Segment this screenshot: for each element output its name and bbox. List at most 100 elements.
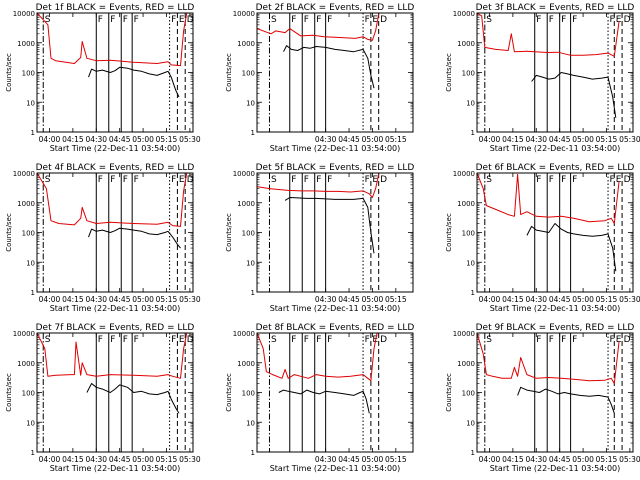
series-line-lld: [37, 13, 188, 67]
x-tick-label: 05:30: [179, 295, 201, 304]
y-tick-label: 10000: [233, 170, 255, 178]
series-line-events: [517, 386, 615, 414]
marker-label-D: D: [187, 335, 194, 345]
x-tick-label: 05:30: [619, 455, 640, 464]
panel-det-4f: Det 4f BLACK = Events, RED = LLD 1 10 100 10…: [5, 163, 201, 313]
marker-label-F: F: [316, 335, 321, 345]
x-tick-label: 04:00: [39, 455, 61, 464]
y-tick-label: 10000: [233, 10, 255, 18]
y-tick-label: 1: [251, 129, 255, 137]
series-line-events: [278, 389, 370, 414]
panel-title: Det 9f BLACK = Events, RED = LLD: [476, 323, 635, 333]
panel-title: Det 2f BLACK = Events, RED = LLD: [256, 3, 415, 13]
marker-label-E: E: [179, 335, 185, 345]
y-tick-label: 10000: [13, 170, 35, 178]
x-axis-label: Start Time (22-Dec-11 03:54:00): [490, 144, 621, 153]
marker-label-F: F: [171, 335, 176, 345]
marker-label-F: F: [549, 175, 554, 185]
y-tick-label: 10: [466, 419, 475, 427]
panel-title: Det 8f BLACK = Events, RED = LLD: [256, 323, 415, 333]
y-tick-label: 1000: [457, 40, 475, 48]
marker-label-F: F: [291, 175, 296, 185]
x-axis-label: Start Time (22-Dec-11 03:54:00): [50, 144, 181, 153]
marker-label-F: F: [561, 175, 566, 185]
marker-label-F: F: [610, 15, 615, 25]
panel-frame: [36, 332, 194, 453]
marker-label-F: F: [98, 15, 103, 25]
y-axis-label: Counts/sec: [445, 213, 453, 252]
x-tick-label: 04:30: [315, 295, 337, 304]
y-tick-label: 1: [31, 289, 35, 297]
x-axis-label: Start Time (22-Dec-11 03:54:00): [490, 464, 621, 473]
marker-label-F: F: [549, 335, 554, 345]
y-axis-label: Counts/sec: [5, 373, 13, 412]
marker-label-F: F: [327, 335, 332, 345]
series-line-lld: [257, 333, 378, 382]
y-tick-label: 10: [466, 259, 475, 267]
marker-label-D: D: [380, 15, 387, 25]
x-tick-label: 04:30: [315, 135, 337, 144]
marker-label-F: F: [572, 15, 577, 25]
x-tick-label: 05:15: [385, 295, 407, 304]
x-tick-label: 04:45: [549, 455, 571, 464]
y-tick-label: 100: [242, 390, 255, 398]
panel-frame: [36, 12, 194, 133]
x-axis-label: Start Time (22-Dec-11 03:54:00): [270, 304, 401, 313]
marker-label-F: F: [572, 175, 577, 185]
marker-label-D: D: [187, 175, 194, 185]
y-tick-label: 100: [462, 70, 475, 78]
marker-label-F: F: [98, 335, 103, 345]
x-tick-label: 04:30: [315, 455, 337, 464]
x-tick-label: 05:15: [596, 295, 618, 304]
x-axis-label: Start Time (22-Dec-11 03:54:00): [270, 464, 401, 473]
series-line-events: [88, 66, 180, 98]
marker-label-D: D: [624, 335, 631, 345]
x-tick-label: 05:00: [572, 135, 594, 144]
y-tick-label: 10: [246, 259, 255, 267]
y-tick-label: 100: [462, 230, 475, 238]
marker-label-S: S: [486, 15, 492, 25]
y-tick-label: 1: [31, 129, 35, 137]
x-tick-label: 04:30: [85, 135, 107, 144]
series-line-events: [86, 383, 180, 414]
y-tick-label: 1000: [237, 200, 255, 208]
panel-frame: [256, 12, 414, 133]
x-tick-label: 05:15: [385, 135, 407, 144]
x-tick-label: 04:15: [502, 455, 524, 464]
marker-label-F: F: [123, 15, 128, 25]
marker-label-S: S: [45, 175, 51, 185]
x-tick-label: 05:30: [619, 295, 640, 304]
marker-label-E: E: [372, 175, 378, 185]
y-tick-label: 10: [246, 419, 255, 427]
x-tick-label: 05:15: [596, 135, 618, 144]
marker-label-D: D: [380, 335, 387, 345]
x-tick-label: 04:15: [62, 135, 84, 144]
panel-title: Det 1f BLACK = Events, RED = LLD: [36, 3, 195, 13]
marker-label-S: S: [271, 335, 277, 345]
panel-det-9f: Det 9f BLACK = Events, RED = LLD 1 10 100 10…: [445, 323, 640, 473]
panel-det-5f: Det 5f BLACK = Events, RED = LLD 1 10 100 10…: [225, 163, 414, 313]
y-tick-label: 10000: [453, 10, 475, 18]
marker-label-F: F: [561, 15, 566, 25]
series-line-events: [283, 45, 375, 89]
marker-label-F: F: [291, 15, 296, 25]
x-tick-label: 04:15: [502, 135, 524, 144]
marker-label-F: F: [549, 15, 554, 25]
marker-label-F: F: [171, 175, 176, 185]
x-tick-label: 05:30: [179, 455, 201, 464]
x-axis-label: Start Time (22-Dec-11 03:54:00): [50, 304, 181, 313]
marker-label-F: F: [123, 335, 128, 345]
y-tick-label: 1000: [17, 360, 35, 368]
y-tick-label: 1: [251, 449, 255, 457]
marker-label-E: E: [179, 175, 185, 185]
x-tick-label: 04:30: [525, 455, 547, 464]
marker-label-F: F: [110, 15, 115, 25]
marker-label-F: F: [316, 175, 321, 185]
y-tick-label: 1000: [457, 360, 475, 368]
y-tick-label: 1000: [17, 40, 35, 48]
y-tick-label: 10000: [13, 10, 35, 18]
